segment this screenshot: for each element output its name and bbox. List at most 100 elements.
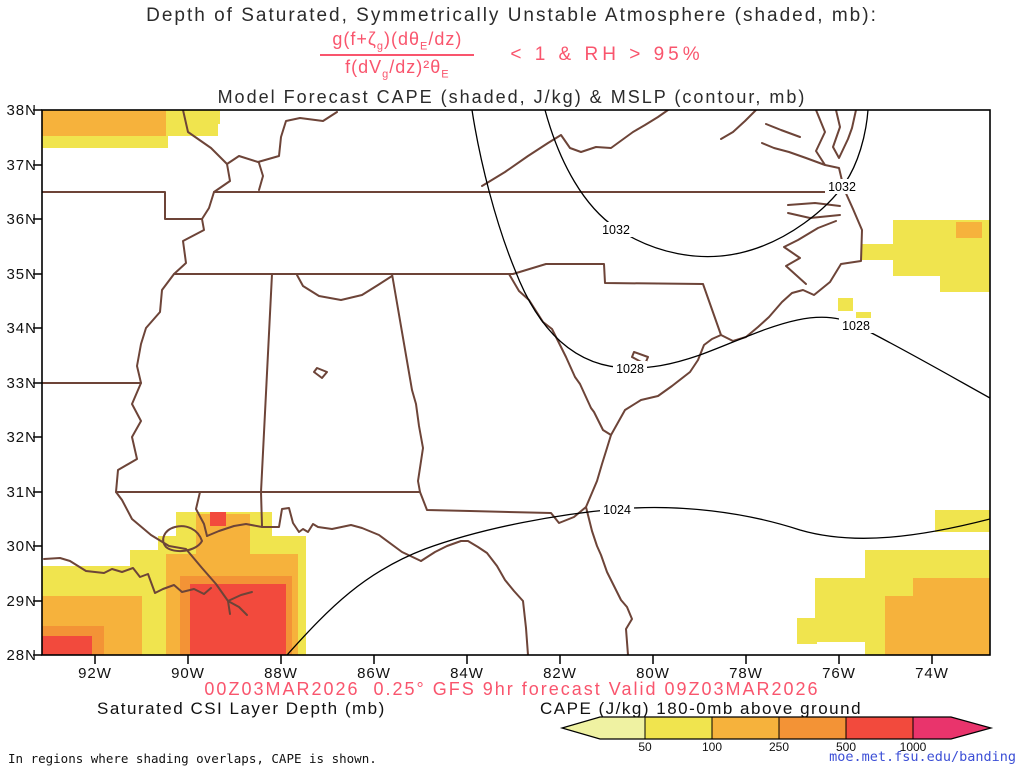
border-al-ga-fl [391, 273, 587, 524]
mississippi-delta [227, 591, 253, 616]
formula-denominator: f(dVg/dz)²θE [333, 57, 462, 81]
shading-cell [797, 618, 817, 644]
contour-label-group: 1032 [599, 222, 633, 237]
lat-label: 33N [6, 375, 37, 392]
lon-label: 78W [729, 665, 763, 682]
lat-label: 35N [6, 266, 37, 283]
lat-label: 30N [6, 538, 37, 555]
tennessee-river-mouth [258, 162, 264, 191]
contour-label: 1028 [616, 362, 644, 376]
formula-text: /dz)²θ [389, 56, 442, 77]
lat-axis-labels: 38N 37N 36N 35N 34N 33N 32N 31N 30N 29N … [6, 102, 37, 664]
colorbar-outline [559, 716, 994, 740]
colorbar-segment [846, 717, 913, 739]
shading-cell [815, 578, 867, 642]
lat-label: 29N [6, 593, 37, 610]
legend-tick-label: 100 [702, 740, 722, 754]
formula-text: g(f+ζ [332, 29, 377, 49]
lon-axis-labels: 92W 90W 88W 86W 84W 82W 80W 78W 76W 74W [78, 665, 948, 682]
csi-formula: g(f+ζg)(dθE/dz) f(dVg/dz)²θE < 1 & RH > … [0, 29, 1024, 80]
colorbar-left-tip [562, 717, 600, 739]
delmarva-peninsula [832, 110, 857, 159]
lon-label: 84W [450, 665, 484, 682]
legend-tick-label: 50 [638, 740, 652, 754]
cape-legend-label: CAPE (J/kg) 180-0mb above ground [540, 699, 863, 718]
colorbar-right-tip [951, 717, 991, 739]
lon-label: 76W [822, 665, 856, 682]
border-35N-nc-sc [173, 263, 722, 336]
colorbar-segment [645, 717, 712, 739]
formula-condition: < 1 & RH > 95% [510, 43, 704, 65]
contour-label: 1032 [602, 223, 630, 237]
pearl-river [195, 491, 208, 537]
forecast-valid-text: 00Z03MAR2026 0.25° GFS 9hr forecast Vali… [204, 679, 820, 699]
shading-cell [124, 110, 166, 126]
contour-label: 1028 [842, 319, 870, 333]
page-title: Depth of Saturated, Symmetrically Unstab… [146, 5, 878, 26]
subtitle: Model Forecast CAPE (shaded, J/kg) & MSL… [217, 87, 807, 107]
legend-tick-label: 1000 [900, 740, 927, 754]
shading-cell [862, 244, 990, 260]
shading-cell [210, 512, 226, 526]
mslp-contour-1032 [544, 110, 869, 258]
border-ms-al [260, 273, 273, 527]
contour-label: 1032 [828, 180, 856, 194]
axis-ticks [33, 109, 933, 664]
state-borders-and-coastlines [42, 110, 863, 655]
colorbar-segment [712, 717, 779, 739]
louisiana-coast [43, 557, 212, 595]
contour-label-group: 1028 [613, 361, 647, 376]
lat-label: 38N [6, 102, 37, 119]
cape-colorbar: 50 100 250 500 1000 [559, 716, 994, 754]
albemarle-sound [787, 202, 841, 219]
formula-subscript: E [441, 68, 450, 81]
formula-subscript: E [419, 40, 429, 53]
lon-label: 90W [171, 665, 205, 682]
lat-label: 34N [6, 320, 37, 337]
savannah-river-border [508, 273, 612, 436]
lon-label: 88W [264, 665, 298, 682]
lat-label: 32N [6, 429, 37, 446]
csi-legend-label: Saturated CSI Layer Depth (mb) [97, 699, 386, 718]
florida-gulf-coast [420, 540, 529, 655]
formula-text: /dz) [428, 29, 463, 49]
shading-cell [935, 510, 990, 532]
mississippi-river [115, 110, 231, 602]
colorbar-segment [600, 717, 645, 739]
shading-cell [194, 110, 220, 124]
lon-label: 80W [636, 665, 670, 682]
mslp-contour-value-labels: 1032 1032 1028 1028 1024 [599, 179, 873, 517]
formula-text: f(dV [345, 56, 383, 77]
shading-level-500-1000 [42, 512, 286, 655]
colorbar-segment [913, 717, 951, 739]
tennessee-river-alabama [296, 274, 393, 301]
site-link[interactable]: moe.met.fsu.edu/banding [829, 749, 1016, 765]
lat-label: 31N [6, 484, 37, 501]
lon-label: 82W [543, 665, 577, 682]
contour-label-group: 1028 [839, 318, 873, 333]
contour-label: 1024 [603, 503, 631, 517]
shading-cell [885, 596, 990, 655]
formula-fraction: g(f+ζg)(dθE/dz) f(dVg/dz)²θE [320, 29, 475, 81]
small-lakes [313, 351, 649, 379]
contour-label-group: 1024 [600, 502, 634, 517]
virginia-mountain-border [481, 110, 669, 187]
pamlico-sound-rivers [783, 220, 837, 285]
lake-pontchartrain [162, 525, 203, 553]
overlap-note: In regions where shading overlaps, CAPE … [8, 751, 377, 766]
virginia-rivers [720, 110, 826, 166]
atlantic-coast [585, 110, 863, 655]
shading-cell [838, 298, 853, 311]
lat-label: 36N [6, 211, 37, 228]
shading-cell [956, 222, 982, 238]
mslp-contour-1028 [471, 110, 990, 399]
formula-text: )(dθ [383, 29, 420, 49]
lon-label: 86W [357, 665, 391, 682]
ohio-river [226, 111, 338, 165]
legend-tick-label: 250 [769, 740, 789, 754]
shading-cell [42, 636, 92, 655]
lat-label: 28N [6, 647, 37, 664]
colorbar-segment [779, 717, 846, 739]
